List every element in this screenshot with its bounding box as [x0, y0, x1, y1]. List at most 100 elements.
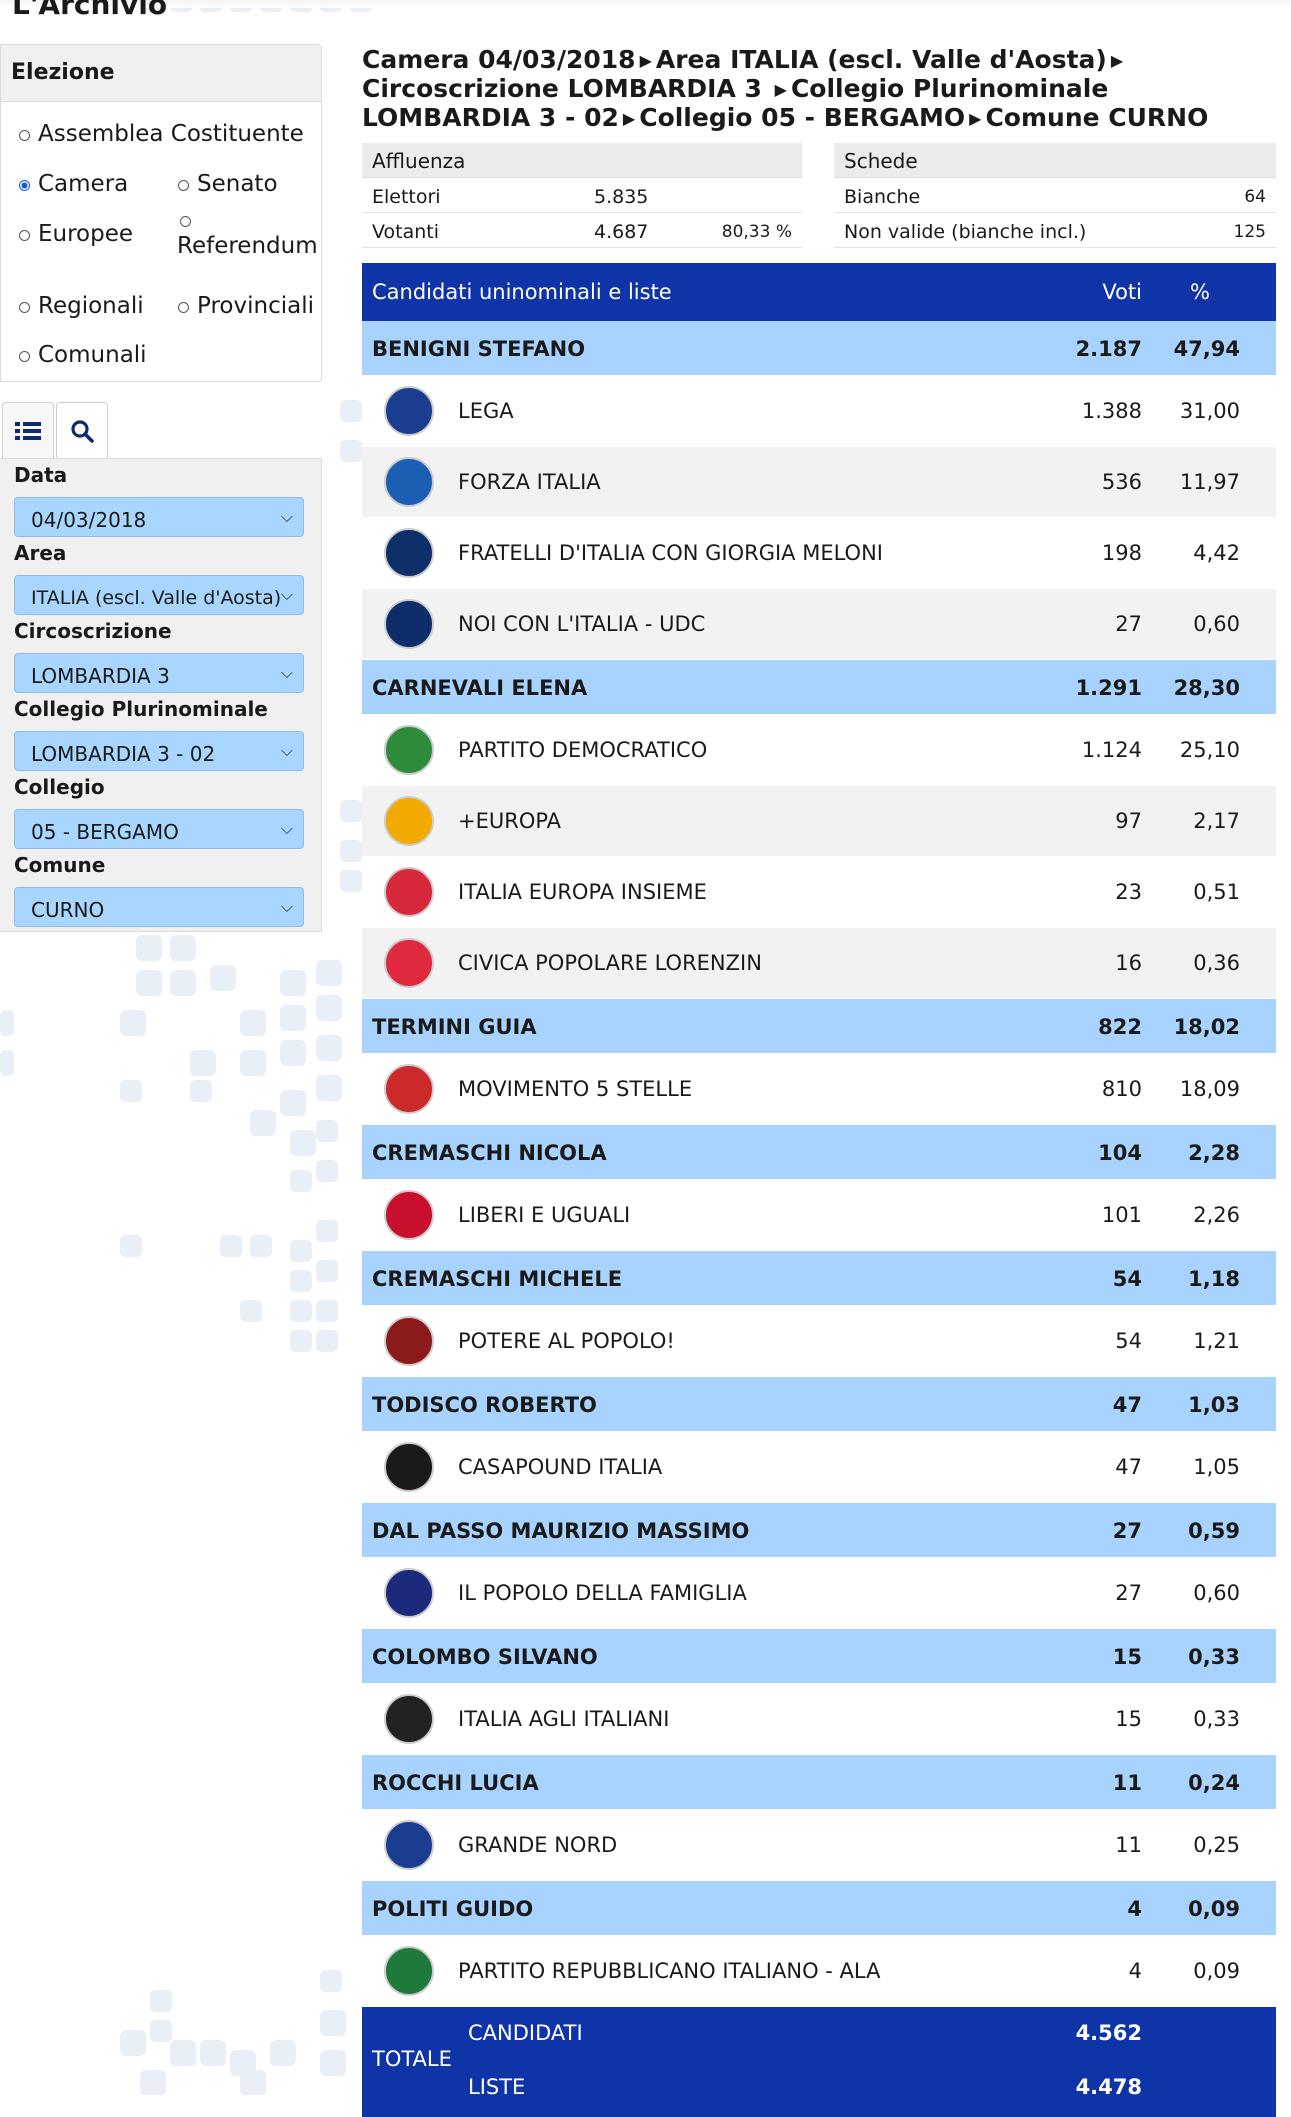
sidebar-tabs — [0, 402, 320, 458]
radio-selected-icon[interactable] — [19, 180, 30, 191]
elettori-label: Elettori — [372, 186, 441, 208]
list-row[interactable]: ITALIA EUROPA INSIEME 23 0,51 — [362, 857, 1276, 928]
filter-plurinominale-select[interactable]: LOMBARDIA 3 - 02 ⌵ — [14, 731, 304, 771]
candidate-row[interactable]: CARNEVALI ELENA 1.291 28,30 — [362, 660, 1276, 715]
list-name: FRATELLI D'ITALIA CON GIORGIA MELONI — [458, 541, 883, 565]
radio-icon[interactable] — [178, 302, 189, 313]
radio-icon[interactable] — [19, 230, 30, 241]
candidate-voti: 27 — [1112, 1519, 1142, 1543]
candidate-row[interactable]: CREMASCHI NICOLA 104 2,28 — [362, 1125, 1276, 1180]
list-pct: 1,05 — [1193, 1455, 1240, 1479]
candidate-row[interactable]: CREMASCHI MICHELE 54 1,18 — [362, 1251, 1276, 1306]
list-row[interactable]: FRATELLI D'ITALIA CON GIORGIA MELONI 198 4… — [362, 518, 1276, 589]
radio-provinciali[interactable]: Provinciali — [178, 293, 314, 319]
list-row[interactable]: POTERE AL POPOLO! 54 1,21 — [362, 1306, 1276, 1377]
candidate-pct: 1,18 — [1188, 1267, 1240, 1291]
filter-circoscrizione-select[interactable]: LOMBARDIA 3 ⌵ — [14, 653, 304, 693]
affluenza-box: Affluenza Elettori 5.835 Votanti 4.687 8… — [362, 143, 802, 248]
list-row[interactable]: LEGA 1.388 31,00 — [362, 376, 1276, 447]
list-row[interactable]: CIVICA POPOLARE LORENZIN 16 0,36 — [362, 928, 1276, 999]
candidate-voti: 54 — [1112, 1267, 1142, 1291]
list-pct: 0,60 — [1193, 1581, 1240, 1605]
noi-con-italia-logo-icon — [384, 599, 434, 649]
breadcrumb-item[interactable]: Camera 04/03/2018 — [362, 45, 636, 74]
list-row[interactable]: MOVIMENTO 5 STELLE 810 18,09 — [362, 1054, 1276, 1125]
list-name: ITALIA EUROPA INSIEME — [458, 880, 707, 904]
radio-regionali[interactable]: Regionali — [19, 293, 144, 319]
list-pct: 31,00 — [1179, 399, 1240, 423]
candidate-row[interactable]: BENIGNI STEFANO 2.187 47,94 — [362, 321, 1276, 376]
candidate-pct: 0,59 — [1188, 1519, 1240, 1543]
radio-assemblea-costituente[interactable]: Assemblea Costituente — [19, 121, 304, 147]
radio-icon[interactable] — [19, 130, 30, 141]
candidate-row[interactable]: ROCCHI LUCIA 11 0,24 — [362, 1755, 1276, 1810]
list-icon — [15, 421, 41, 440]
breadcrumb-item[interactable]: Collegio 05 - BERGAMO — [639, 103, 966, 132]
list-row[interactable]: ITALIA AGLI ITALIANI 15 0,33 — [362, 1684, 1276, 1755]
nonvalide-label: Non valide (bianche incl.) — [844, 221, 1087, 243]
radio-label: Europee — [38, 221, 134, 247]
radio-europee[interactable]: Europee — [19, 221, 133, 247]
leu-logo-icon — [384, 1190, 434, 1240]
breadcrumb-item[interactable]: Collegio Plurinominale LOMBARDIA 3 - 02 — [362, 74, 1109, 132]
candidate-row[interactable]: COLOMBO SILVANO 15 0,33 — [362, 1629, 1276, 1684]
filter-area-select[interactable]: ITALIA (escl. Valle d'Aosta) ⌵ — [14, 575, 304, 615]
bianche-value: 64 — [1244, 187, 1266, 207]
candidate-name: ROCCHI LUCIA — [372, 1771, 539, 1795]
candidate-row[interactable]: POLITI GUIDO 4 0,09 — [362, 1881, 1276, 1936]
total-liste-label: LISTE — [468, 2075, 526, 2099]
filters-panel: Data 04/03/2018 ⌵ Area ITALIA (escl. Val… — [0, 458, 322, 932]
candidate-row[interactable]: TERMINI GUIA 822 18,02 — [362, 999, 1276, 1054]
radio-referendum[interactable]: Referendum — [177, 207, 318, 259]
list-row[interactable]: PARTITO DEMOCRATICO 1.124 25,10 — [362, 715, 1276, 786]
caret-right-icon: ▶ — [774, 80, 787, 99]
list-row[interactable]: FORZA ITALIA 536 11,97 — [362, 447, 1276, 518]
filter-comune-select[interactable]: CURNO ⌵ — [14, 887, 304, 927]
caret-right-icon: ▶ — [1110, 51, 1124, 70]
list-voti: 1.388 — [1081, 399, 1142, 423]
list-row[interactable]: CASAPOUND ITALIA 47 1,05 — [362, 1432, 1276, 1503]
candidate-pct: 1,03 — [1188, 1393, 1240, 1417]
list-row[interactable]: LIBERI E UGUALI 101 2,26 — [362, 1180, 1276, 1251]
civica-popolare-logo-icon — [384, 938, 434, 988]
candidate-pct: 0,24 — [1188, 1771, 1240, 1795]
tab-list[interactable] — [2, 402, 54, 458]
list-pct: 1,21 — [1193, 1329, 1240, 1353]
list-voti: 11 — [1115, 1833, 1142, 1857]
candidate-voti: 1.291 — [1075, 676, 1142, 700]
list-voti: 97 — [1115, 809, 1142, 833]
list-row[interactable]: +EUROPA 97 2,17 — [362, 786, 1276, 857]
list-name: FORZA ITALIA — [458, 470, 601, 494]
radio-senato[interactable]: Senato — [178, 171, 278, 197]
elettori-row: Elettori 5.835 — [362, 178, 802, 213]
radio-icon[interactable] — [180, 216, 191, 227]
list-voti: 15 — [1115, 1707, 1142, 1731]
radio-camera[interactable]: Camera — [19, 171, 128, 197]
filter-collegio-label: Collegio — [14, 775, 105, 799]
radio-icon[interactable] — [178, 180, 189, 191]
radio-comunali[interactable]: Comunali — [19, 342, 147, 368]
list-pct: 18,09 — [1179, 1077, 1240, 1101]
filter-comune-label: Comune — [14, 853, 106, 877]
tab-search[interactable] — [56, 402, 108, 458]
list-row[interactable]: PARTITO REPUBBLICANO ITALIANO - ALA 4 0,09 — [362, 1936, 1276, 2007]
list-pct: 2,17 — [1193, 809, 1240, 833]
candidate-row[interactable]: TODISCO ROBERTO 47 1,03 — [362, 1377, 1276, 1432]
radio-icon[interactable] — [19, 302, 30, 313]
filter-data-select[interactable]: 04/03/2018 ⌵ — [14, 497, 304, 537]
list-name: CIVICA POPOLARE LORENZIN — [458, 951, 762, 975]
filter-collegio-select[interactable]: 05 - BERGAMO ⌵ — [14, 809, 304, 849]
breadcrumb-item[interactable]: Area ITALIA (escl. Valle d'Aosta) — [655, 45, 1107, 74]
candidate-name: CARNEVALI ELENA — [372, 676, 588, 700]
bianche-row: Bianche 64 — [834, 178, 1276, 213]
candidate-pct: 18,02 — [1173, 1015, 1240, 1039]
breadcrumb-item[interactable]: Circoscrizione LOMBARDIA 3 — [362, 74, 762, 103]
candidate-row[interactable]: DAL PASSO MAURIZIO MASSIMO 27 0,59 — [362, 1503, 1276, 1558]
total-label: TOTALE — [372, 2047, 452, 2071]
breadcrumb-item[interactable]: Comune CURNO — [985, 103, 1209, 132]
list-row[interactable]: NOI CON L'ITALIA - UDC 27 0,60 — [362, 589, 1276, 660]
list-pct: 0,36 — [1193, 951, 1240, 975]
list-row[interactable]: IL POPOLO DELLA FAMIGLIA 27 0,60 — [362, 1558, 1276, 1629]
radio-icon[interactable] — [19, 351, 30, 362]
list-row[interactable]: GRANDE NORD 11 0,25 — [362, 1810, 1276, 1881]
